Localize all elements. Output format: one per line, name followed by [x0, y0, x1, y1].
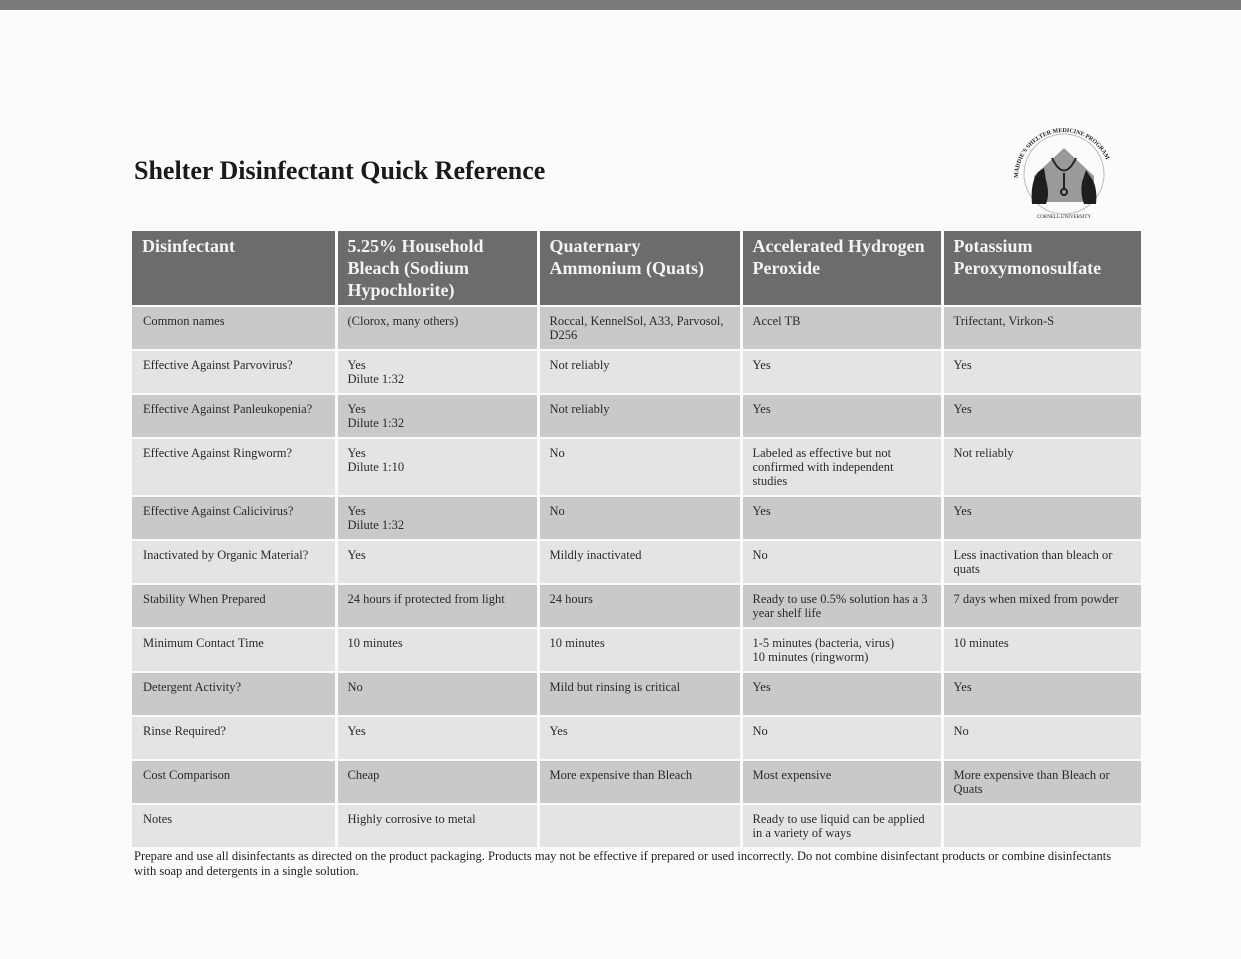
table-row: Notes Highly corrosive to metal Ready to u…: [132, 803, 1144, 847]
row-label: Effective Against Calicivirus?: [132, 495, 338, 540]
table-row: Common names (Clorox, many others) Roccal,…: [132, 305, 1144, 350]
table-cell: Less inactivation than bleach or quats: [942, 539, 1144, 584]
row-label: Effective Against Panleukopenia?: [132, 393, 338, 438]
table-cell: No: [336, 671, 540, 716]
row-label: Effective Against Parvovirus?: [132, 349, 338, 394]
table-cell: No: [538, 437, 743, 496]
table-cell: Roccal, KennelSol, A33, Parvosol, D256: [538, 305, 743, 350]
row-label: Cost Comparison: [132, 759, 338, 804]
row-label: Notes: [132, 803, 338, 847]
table-cell: Yes: [741, 349, 944, 394]
table-cell: Yes: [741, 671, 944, 716]
table-cell: Yes: [741, 495, 944, 540]
table-row: Effective Against Panleukopenia? Yes Dilu…: [132, 393, 1144, 438]
table-cell: Ready to use 0.5% solution has a 3 year …: [741, 583, 944, 628]
table-cell: 7 days when mixed from powder: [942, 583, 1144, 628]
table-row: Effective Against Parvovirus? Yes Dilute …: [132, 349, 1144, 394]
row-label: Minimum Contact Time: [132, 627, 338, 672]
table-cell: Yes: [942, 393, 1144, 438]
svg-text:CORNELL UNIVERSITY: CORNELL UNIVERSITY: [1037, 215, 1092, 220]
row-label: Stability When Prepared: [132, 583, 338, 628]
table-cell: Mild but rinsing is critical: [538, 671, 743, 716]
table-cell: 24 hours: [538, 583, 743, 628]
table-cell: 1-5 minutes (bacteria, virus) 10 minutes…: [741, 627, 944, 672]
header-disinfectant: Disinfectant: [132, 231, 338, 306]
table-cell: Yes: [336, 715, 540, 760]
table-cell: Yes Dilute 1:10: [336, 437, 540, 496]
table-cell: 10 minutes: [336, 627, 540, 672]
table-cell: Not reliably: [538, 393, 743, 438]
table-cell: No: [741, 539, 944, 584]
table-row: Effective Against Ringworm? Yes Dilute 1:…: [132, 437, 1144, 496]
table-cell: Yes Dilute 1:32: [336, 349, 540, 394]
table-row: Detergent Activity? No Mild but rinsing is…: [132, 671, 1144, 716]
table-cell: Yes Dilute 1:32: [336, 393, 540, 438]
table-header-row: Disinfectant 5.25% Household Bleach (Sod…: [132, 231, 1144, 306]
disinfectant-table: Disinfectant 5.25% Household Bleach (Sod…: [132, 231, 1144, 847]
table-row: Minimum Contact Time 10 minutes 10 minutes…: [132, 627, 1144, 672]
program-logo: MADDIE'S SHELTER MEDICINE PROGRAM CORNEL…: [1014, 128, 1110, 220]
row-label: Rinse Required?: [132, 715, 338, 760]
table-cell: Ready to use liquid can be applied in a …: [741, 803, 944, 847]
table-cell: More expensive than Bleach or Quats: [942, 759, 1144, 804]
header-bleach: 5.25% Household Bleach (Sodium Hypochlor…: [336, 231, 540, 306]
table-cell: [942, 803, 1144, 847]
header-potassium-peroxymonosulfate: Potassium Peroxymonosulfate: [942, 231, 1144, 306]
table-cell: Accel TB: [741, 305, 944, 350]
table-cell: Cheap: [336, 759, 540, 804]
table-cell: Trifectant, Virkon-S: [942, 305, 1144, 350]
table-cell: (Clorox, many others): [336, 305, 540, 350]
table-cell: 10 minutes: [538, 627, 743, 672]
page-title: Shelter Disinfectant Quick Reference: [134, 156, 546, 185]
content-area: Disinfectant 5.25% Household Bleach (Sod…: [132, 231, 1144, 879]
header-hydrogen-peroxide: Accelerated Hydrogen Peroxide: [741, 231, 944, 306]
table-cell: Yes: [942, 495, 1144, 540]
table-cell: Most expensive: [741, 759, 944, 804]
table-cell: Yes: [336, 539, 540, 584]
table-cell: Yes: [942, 671, 1144, 716]
table-row: Effective Against Calicivirus? Yes Dilute…: [132, 495, 1144, 540]
table-cell: [538, 803, 743, 847]
table-cell: Yes: [538, 715, 743, 760]
table-cell: Not reliably: [538, 349, 743, 394]
table-row: Stability When Prepared 24 hours if prote…: [132, 583, 1144, 628]
table-cell: Yes: [741, 393, 944, 438]
table-row: Cost Comparison Cheap More expensive than …: [132, 759, 1144, 804]
row-label: Detergent Activity?: [132, 671, 338, 716]
table-cell: Labeled as effective but not confirmed w…: [741, 437, 944, 496]
table-cell: Highly corrosive to metal: [336, 803, 540, 847]
footer-note: Prepare and use all disinfectants as dir…: [134, 849, 1112, 878]
table-cell: No: [741, 715, 944, 760]
table-row: Inactivated by Organic Material? Yes Mildl…: [132, 539, 1144, 584]
table-cell: Not reliably: [942, 437, 1144, 496]
scan-top-edge: [0, 0, 1241, 10]
row-label: Inactivated by Organic Material?: [132, 539, 338, 584]
table-row: Rinse Required? Yes Yes No No: [132, 715, 1144, 760]
table-cell: Yes Dilute 1:32: [336, 495, 540, 540]
table-cell: Mildly inactivated: [538, 539, 743, 584]
table-cell: 10 minutes: [942, 627, 1144, 672]
table-cell: Yes: [942, 349, 1144, 394]
row-label: Effective Against Ringworm?: [132, 437, 338, 496]
table-cell: More expensive than Bleach: [538, 759, 743, 804]
header-quats: Quaternary Ammonium (Quats): [538, 231, 743, 306]
table-cell: No: [538, 495, 743, 540]
row-label: Common names: [132, 305, 338, 350]
table-cell: No: [942, 715, 1144, 760]
table-cell: 24 hours if protected from light: [336, 583, 540, 628]
